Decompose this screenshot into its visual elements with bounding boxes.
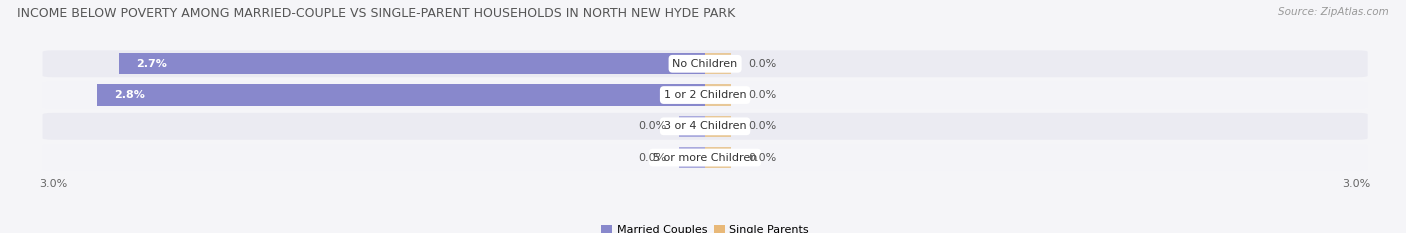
Text: No Children: No Children bbox=[672, 59, 738, 69]
FancyBboxPatch shape bbox=[42, 82, 1368, 109]
Bar bbox=[706, 53, 731, 74]
FancyBboxPatch shape bbox=[42, 50, 1368, 77]
Bar bbox=[706, 84, 731, 106]
Bar bbox=[706, 116, 731, 137]
Text: INCOME BELOW POVERTY AMONG MARRIED-COUPLE VS SINGLE-PARENT HOUSEHOLDS IN NORTH N: INCOME BELOW POVERTY AMONG MARRIED-COUPL… bbox=[17, 7, 735, 20]
Text: Source: ZipAtlas.com: Source: ZipAtlas.com bbox=[1278, 7, 1389, 17]
Bar bbox=[679, 116, 706, 137]
Text: 3 or 4 Children: 3 or 4 Children bbox=[664, 121, 747, 131]
Text: 0.0%: 0.0% bbox=[748, 59, 776, 69]
Text: 1 or 2 Children: 1 or 2 Children bbox=[664, 90, 747, 100]
FancyBboxPatch shape bbox=[42, 144, 1368, 171]
FancyBboxPatch shape bbox=[42, 113, 1368, 140]
Text: 2.8%: 2.8% bbox=[114, 90, 145, 100]
Text: 5 or more Children: 5 or more Children bbox=[652, 153, 758, 163]
Text: 0.0%: 0.0% bbox=[748, 121, 776, 131]
Bar bbox=[97, 84, 706, 106]
Text: 0.0%: 0.0% bbox=[638, 121, 666, 131]
Bar bbox=[679, 147, 706, 168]
Bar bbox=[118, 53, 706, 74]
Text: 0.0%: 0.0% bbox=[748, 153, 776, 163]
Text: 0.0%: 0.0% bbox=[638, 153, 666, 163]
Text: 0.0%: 0.0% bbox=[748, 90, 776, 100]
Legend: Married Couples, Single Parents: Married Couples, Single Parents bbox=[596, 220, 814, 233]
Text: 2.7%: 2.7% bbox=[136, 59, 167, 69]
Bar bbox=[706, 147, 731, 168]
